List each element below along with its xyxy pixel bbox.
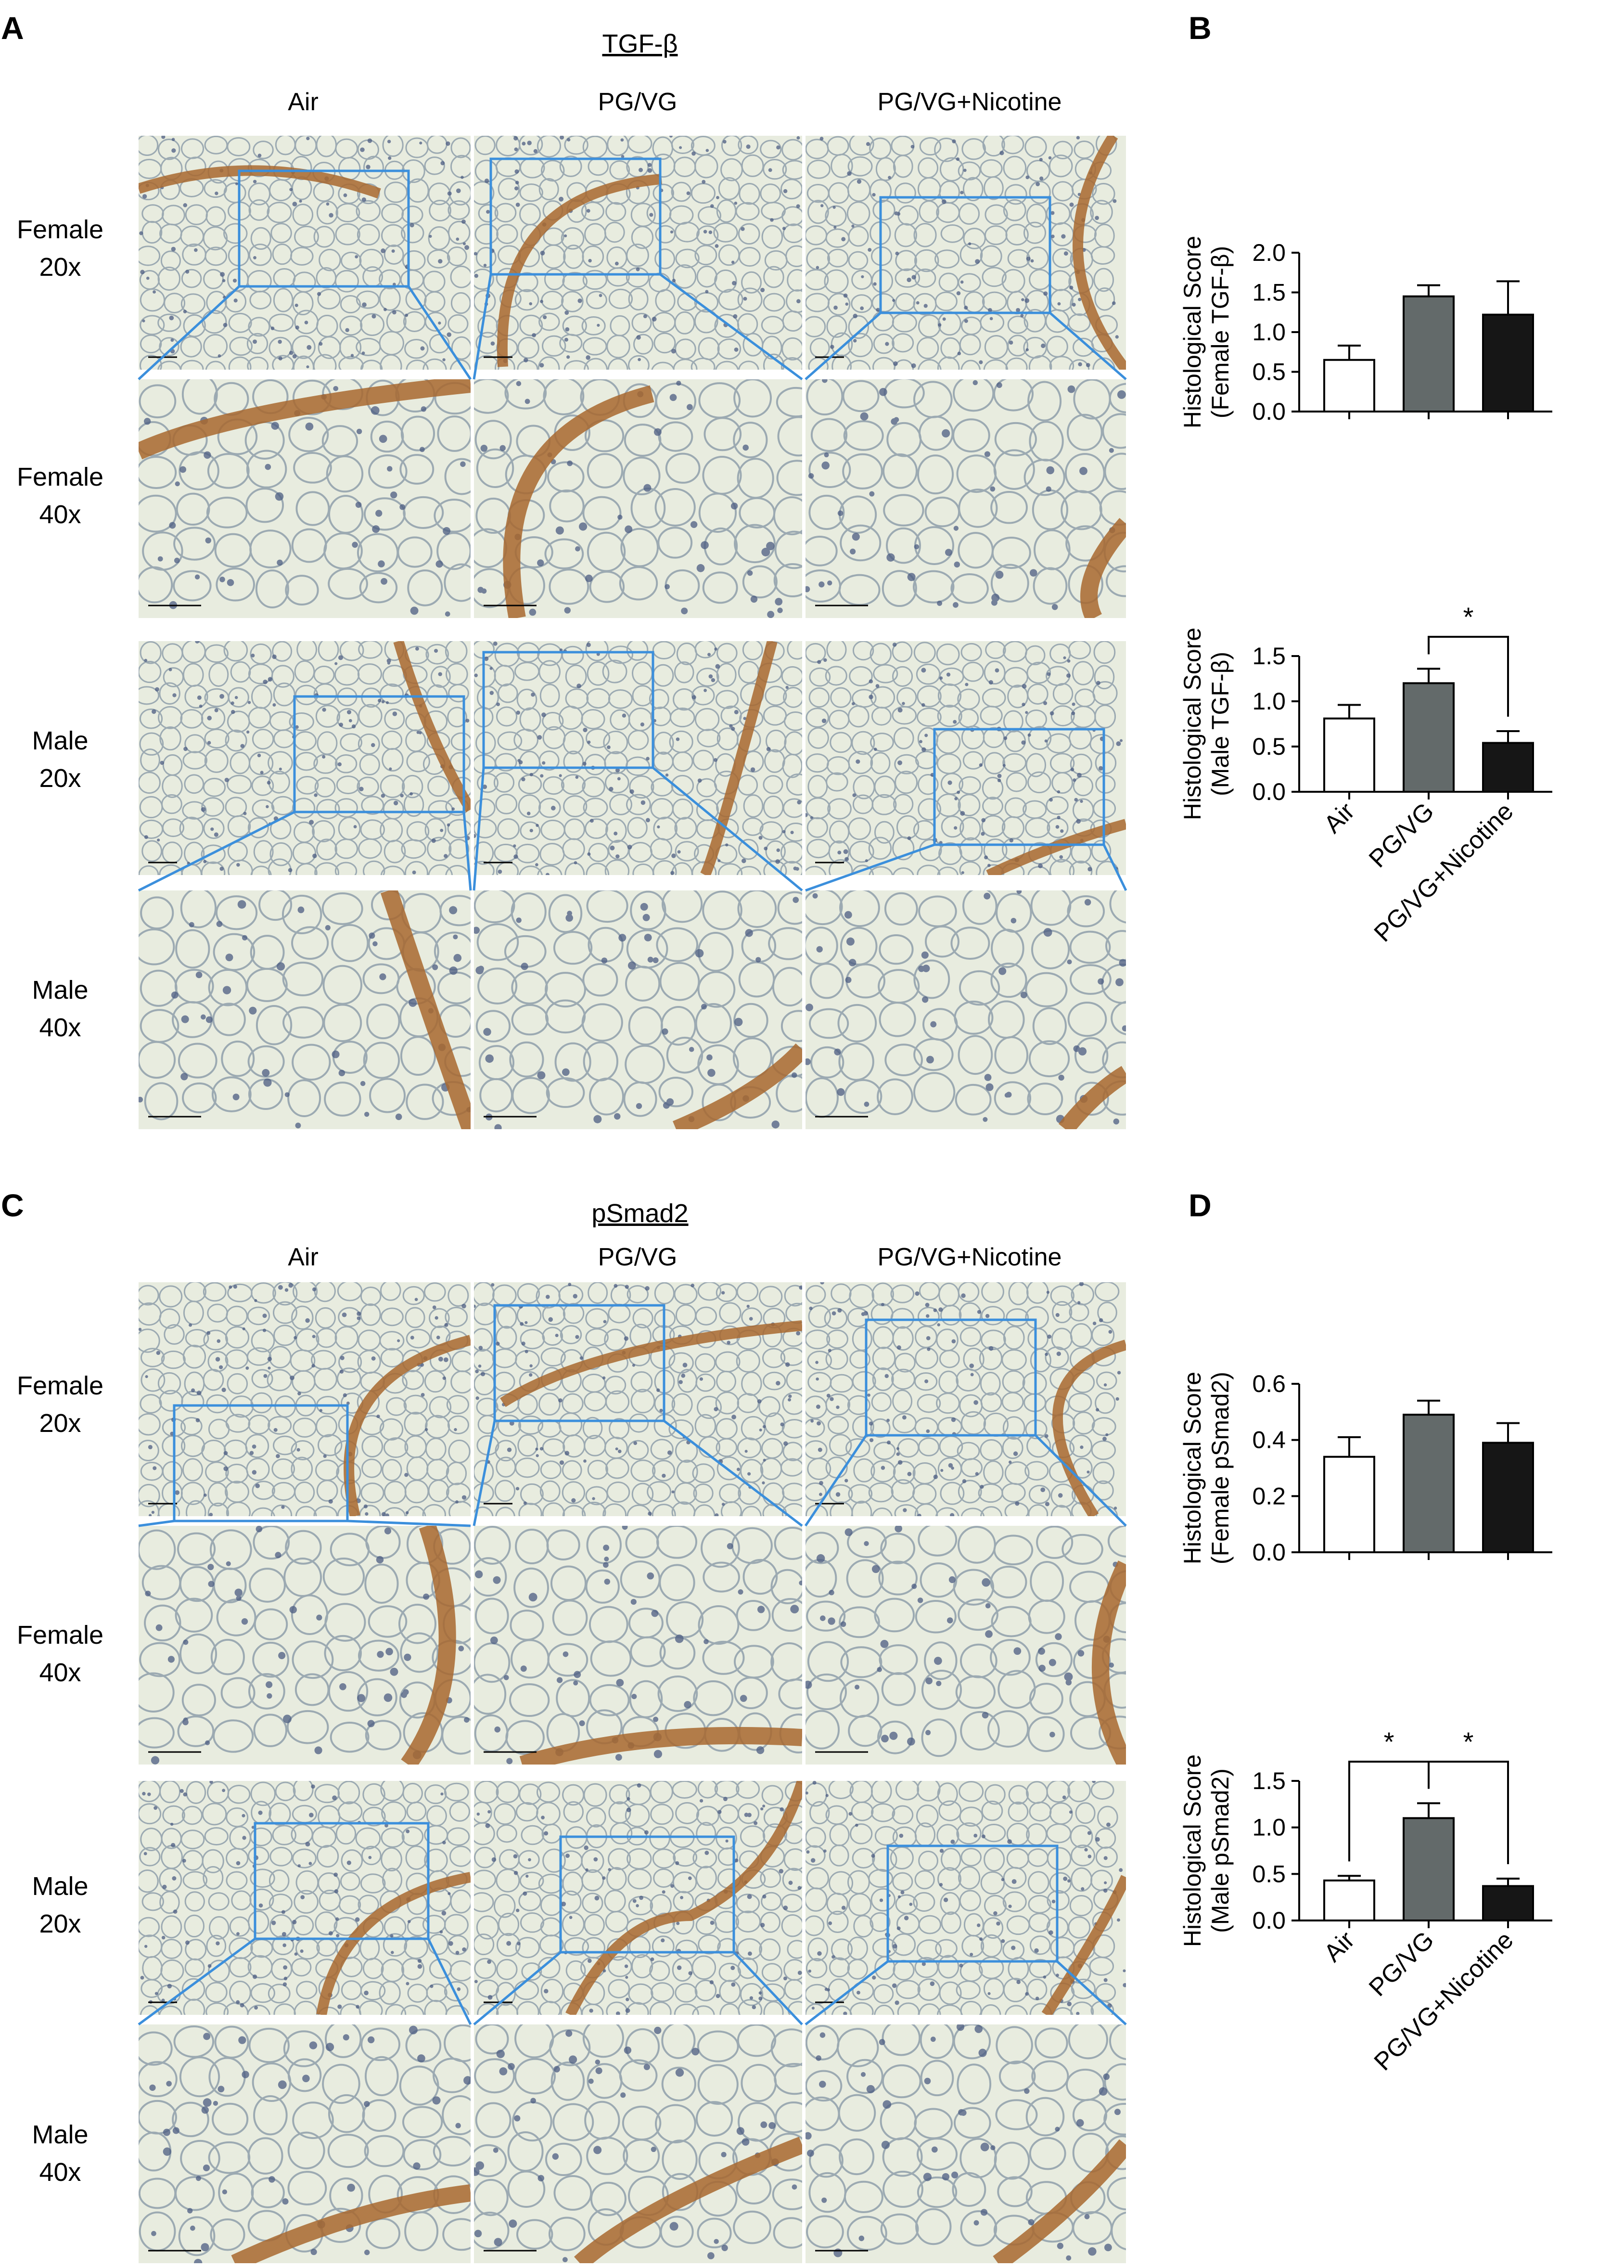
significance-bracket (1428, 1761, 1509, 1864)
x-tick-label: Air (1319, 797, 1360, 838)
x-tick-label: Air (1319, 1926, 1360, 1967)
y-tick-label: 0.0 (1252, 398, 1286, 425)
panel-letter-c: C (1, 1187, 24, 1223)
bar-pgvg-nicotine (1482, 742, 1534, 793)
x-tick-label: PG/VG+Nicotine (1369, 1926, 1519, 2076)
column-header-pgvg-nicotine: PG/VG+Nicotine (877, 88, 1062, 116)
bar-air (1323, 359, 1375, 412)
significance-star: * (1463, 1727, 1474, 1757)
gridA-tile-male-20x-air (139, 641, 471, 875)
y-tick-label: 0.0 (1252, 1907, 1286, 1934)
y-tick-label: 1.5 (1252, 279, 1286, 306)
bar-pgvg-nicotine (1482, 313, 1534, 413)
gridC-tile-male-20x-nicotine (806, 1781, 1126, 2015)
y-tick-label: 0.5 (1252, 359, 1286, 386)
gridC-tile-female-20x-pgvg (474, 1282, 802, 1516)
row-label-male-20x: Male 20x (32, 726, 89, 793)
gridC-tile-male-40x-pgvg (474, 2024, 802, 2263)
y-tick-label: 1.5 (1252, 1767, 1286, 1794)
bar-pgvg (1403, 1817, 1455, 1922)
gridC-tile-female-40x-pgvg (474, 1526, 802, 1765)
y-axis-label: Histological Score(Female pSmad2) (1179, 1372, 1234, 1564)
bar-pgvg-nicotine (1482, 1885, 1534, 1922)
gridA-tile-female-40x-air (139, 379, 471, 618)
gridC-tile-male-20x-air (139, 1781, 471, 2015)
column-header-pgvg: PG/VG (598, 88, 678, 116)
row-label-female-40x-c: Female 40x (16, 1621, 104, 1687)
gridA-tile-female-20x-air (139, 136, 471, 370)
gridA-tile-male-20x-pgvg (474, 641, 802, 875)
gridC-tile-female-40x-air (139, 1526, 471, 1765)
gridA-tile-female-40x-pgvg (474, 379, 802, 618)
row-label-male-20x-c: Male 20x (32, 1872, 89, 1938)
bar-pgvg (1403, 682, 1455, 793)
y-axis-label: Histological Score(Male pSmad2) (1179, 1754, 1234, 1947)
y-tick-label: 2.0 (1252, 239, 1286, 266)
y-tick-label: 0.2 (1252, 1482, 1286, 1509)
x-tick-label: PG/VG+Nicotine (1369, 797, 1519, 947)
row-label-female-40x: Female 40x (16, 463, 104, 529)
x-tick-label: PG/VG (1364, 1926, 1439, 2001)
significance-bracket (1428, 636, 1509, 717)
bar-air (1323, 1456, 1375, 1553)
gridA-tile-male-20x-nicotine (806, 641, 1126, 875)
bar-pgvg (1403, 1414, 1455, 1553)
chart-b-female-tgfb: 0.0 0.5 1.0 1.5 2.0 Histological Score(Female… (1179, 236, 1552, 428)
panel-letter-a: A (1, 10, 24, 46)
y-tick-label: 1.0 (1252, 688, 1286, 715)
gridC-tile-female-40x-nicotine (806, 1526, 1126, 1765)
gridA-tile-female-20x-nicotine (806, 136, 1126, 370)
marker-title-a: TGF-β (602, 29, 678, 58)
column-header-air-c: Air (288, 1243, 319, 1271)
y-tick-label: 1.0 (1252, 1814, 1286, 1841)
bar-air (1323, 717, 1375, 793)
row-label-male-40x: Male 40x (32, 976, 89, 1042)
gridC-tile-male-20x-pgvg (474, 1781, 802, 2015)
y-tick-label: 0.0 (1252, 778, 1286, 805)
gridA-tile-male-40x-nicotine (806, 890, 1126, 1129)
gridA-tile-male-40x-pgvg (474, 890, 802, 1129)
significance-star: * (1463, 602, 1474, 632)
y-axis-label: Histological Score(Female TGF-β) (1179, 236, 1234, 428)
gridC-tile-male-40x-air (139, 2024, 471, 2263)
chart-d-female-psmad2: 0.0 0.2 0.4 0.6 Histological Score(Female pS… (1179, 1370, 1552, 1566)
bar-air (1323, 1879, 1375, 1921)
chart-b-male-tgfb: 0.0 0.5 1.0 1.5 Histological Score(Male TGF-… (1179, 602, 1552, 947)
y-tick-label: 0.5 (1252, 733, 1286, 760)
gridA-tile-female-40x-nicotine (806, 379, 1126, 618)
y-tick-label: 1.5 (1252, 643, 1286, 670)
chart-d-male-psmad2: 0.0 0.5 1.0 1.5 Histological Score(Male pSma… (1179, 1727, 1552, 2076)
row-label-male-40x-c: Male 40x (32, 2120, 89, 2187)
column-header-pgvg-c: PG/VG (598, 1243, 678, 1271)
y-tick-label: 0.5 (1252, 1860, 1286, 1887)
row-label-female-20x-c: Female 20x (16, 1371, 104, 1438)
significance-star: * (1384, 1727, 1394, 1757)
marker-title-c: pSmad2 (591, 1199, 689, 1228)
panel-letter-b: B (1189, 10, 1212, 46)
y-tick-label: 0.0 (1252, 1539, 1286, 1566)
y-tick-label: 0.4 (1252, 1427, 1286, 1454)
row-label-female-20x: Female 20x (16, 215, 104, 282)
bar-pgvg (1403, 295, 1455, 412)
y-axis-label: Histological Score(Male TGF-β) (1179, 628, 1234, 820)
column-header-air: Air (288, 88, 319, 116)
gridC-tile-female-20x-air (139, 1282, 471, 1516)
bar-pgvg-nicotine (1482, 1442, 1534, 1553)
gridC-tile-male-40x-nicotine (806, 2024, 1126, 2263)
gridA-tile-female-20x-pgvg (474, 136, 802, 370)
column-header-pgvg-nicotine-c: PG/VG+Nicotine (877, 1243, 1062, 1271)
gridA-tile-male-40x-air (139, 890, 471, 1129)
y-tick-label: 0.6 (1252, 1370, 1286, 1397)
gridC-tile-female-20x-nicotine (806, 1282, 1126, 1516)
y-tick-label: 1.0 (1252, 319, 1286, 346)
x-tick-label: PG/VG (1364, 797, 1439, 873)
panel-letter-d: D (1189, 1187, 1212, 1223)
